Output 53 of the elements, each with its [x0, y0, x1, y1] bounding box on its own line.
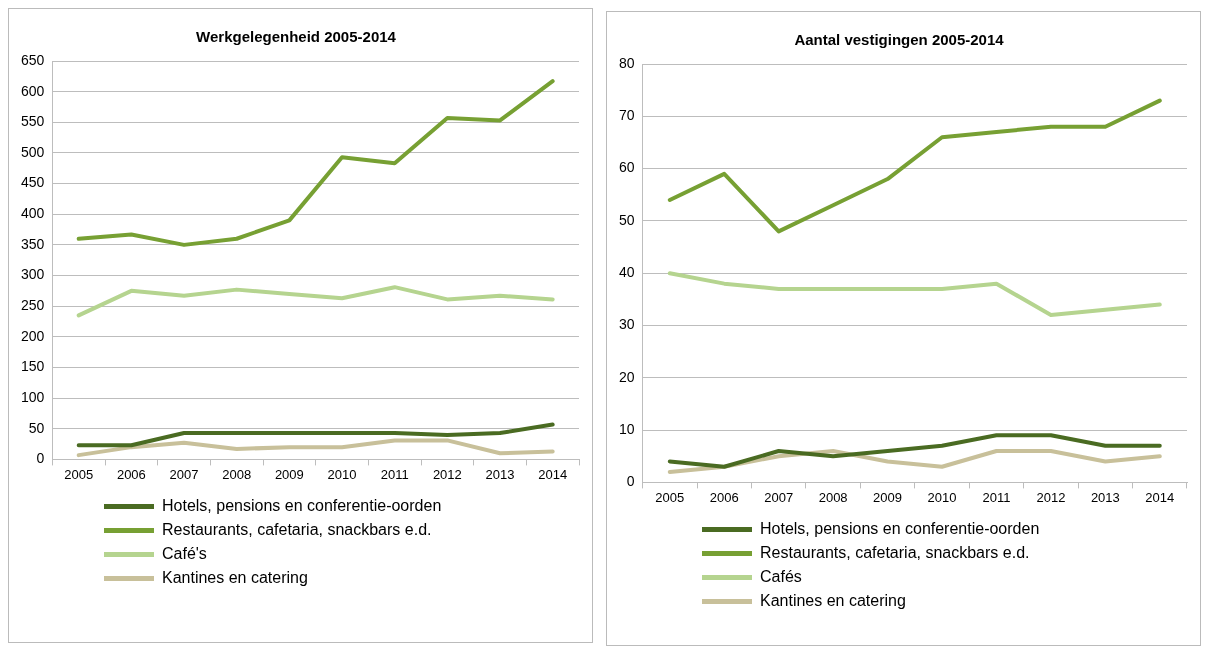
y-tick-label: 450 — [21, 174, 45, 191]
y-tick-label: 100 — [21, 388, 45, 405]
x-tick-label: 2013 — [485, 466, 515, 482]
y-tick-label: 20 — [618, 368, 635, 385]
y-tick-label: 40 — [618, 264, 635, 281]
x-tick-label: 2007 — [169, 466, 199, 482]
y-tick-label: 550 — [21, 113, 45, 130]
x-tick-label: 2006 — [709, 489, 739, 505]
y-tick-label: 150 — [21, 358, 45, 375]
x-tick-label: 2009 — [274, 466, 304, 482]
legend-label: Cafés — [760, 568, 802, 586]
y-tick-label: 350 — [21, 235, 45, 252]
legend-label: Kantines en catering — [760, 592, 906, 610]
x-tick-label: 2010 — [327, 466, 357, 482]
x-tick-label: 2013 — [1090, 489, 1120, 505]
y-tick-label: 0 — [36, 450, 45, 467]
y-tick-label: 10 — [618, 420, 635, 437]
x-tick-label: 2011 — [380, 466, 409, 482]
legend-label: Restaurants, cafetaria, snackbars e.d. — [760, 544, 1030, 562]
y-tick-label: 300 — [21, 266, 45, 283]
x-tick-label: 2007 — [764, 489, 794, 505]
y-tick-label: 600 — [21, 82, 45, 99]
x-tick-label: 2012 — [432, 466, 462, 482]
x-tick-label: 2006 — [116, 466, 146, 482]
x-tick-label: 2014 — [538, 466, 568, 482]
chart-title: Werkgelegenheid 2005-2014 — [196, 28, 397, 46]
y-tick-label: 30 — [618, 316, 635, 333]
x-tick-label: 2005 — [655, 489, 685, 505]
x-tick-label: 2011 — [982, 489, 1011, 505]
y-tick-label: 70 — [618, 107, 635, 124]
y-tick-label: 0 — [626, 473, 635, 490]
chart-title: Aantal vestigingen 2005-2014 — [794, 31, 1005, 49]
legend-label: Kantines en catering — [162, 569, 308, 587]
legend-label: Restaurants, cafetaria, snackbars e.d. — [162, 521, 432, 539]
legend-label: Hotels, pensions en conferentie-oorden — [760, 520, 1040, 538]
x-tick-label: 2005 — [64, 466, 94, 482]
y-tick-label: 50 — [28, 419, 45, 436]
x-tick-label: 2014 — [1145, 489, 1175, 505]
x-tick-label: 2012 — [1036, 489, 1066, 505]
y-tick-label: 400 — [21, 205, 45, 222]
legend-label: Hotels, pensions en conferentie-oorden — [162, 497, 442, 515]
y-tick-label: 650 — [21, 51, 45, 68]
y-tick-label: 80 — [618, 54, 635, 71]
y-tick-label: 50 — [618, 211, 635, 228]
x-tick-label: 2008 — [818, 489, 848, 505]
y-tick-label: 250 — [21, 297, 45, 314]
x-tick-label: 2010 — [927, 489, 957, 505]
y-tick-label: 200 — [21, 327, 45, 344]
y-tick-label: 60 — [618, 159, 635, 176]
y-tick-label: 500 — [21, 143, 45, 160]
legend-label: Café's — [162, 545, 207, 563]
x-tick-label: 2008 — [222, 466, 252, 482]
x-tick-label: 2009 — [873, 489, 903, 505]
